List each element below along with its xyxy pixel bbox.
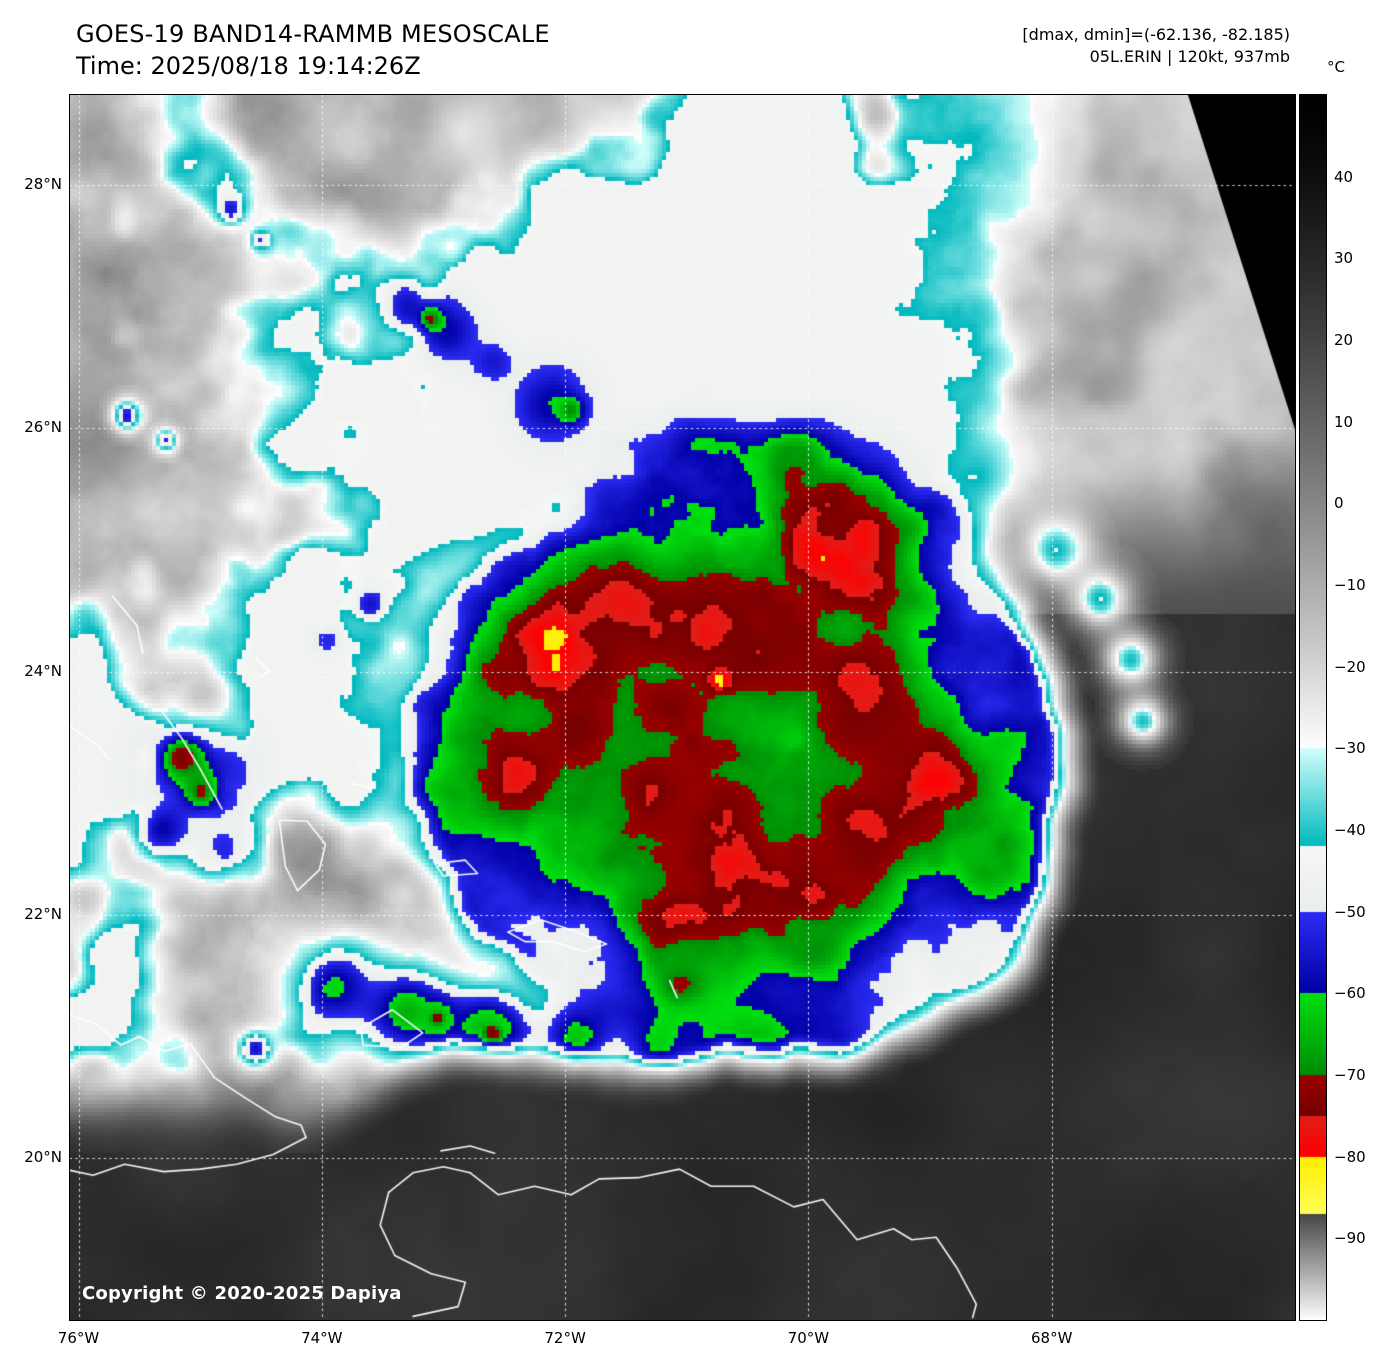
colorbar-tick-label: −50: [1334, 902, 1366, 921]
colorbar-frame: [1299, 94, 1327, 1321]
timestamp: Time: 2025/08/18 19:14:26Z: [76, 52, 421, 80]
colorbar-tick-label: −70: [1334, 1066, 1366, 1084]
product-title: GOES-19 BAND14-RAMMB MESOSCALE: [76, 20, 550, 48]
lat-tick-label: 28°N: [24, 175, 62, 194]
lon-tick-label: 72°W: [544, 1329, 586, 1347]
colorbar-tick-label: −20: [1334, 657, 1366, 676]
colorbar-tick-label: 20: [1334, 331, 1354, 349]
dmax-dmin-readout: [dmax, dmin]=(-62.136, -82.185): [1022, 25, 1290, 44]
colorbar-tick-label: −60: [1334, 984, 1366, 1003]
colorbar-tick-label: −30: [1334, 739, 1366, 758]
header-right: [dmax, dmin]=(-62.136, -82.185) 05L.ERIN…: [1022, 24, 1290, 68]
lat-tick-label: 22°N: [24, 905, 62, 924]
copyright-watermark: Copyright © 2020-2025 Dapiya: [82, 1283, 402, 1304]
lon-tick-label: 76°W: [57, 1329, 100, 1347]
colorbar-tick-label: 30: [1334, 249, 1354, 268]
temperature-colorbar: [1300, 95, 1326, 1320]
colorbar-tick-label: 40: [1334, 167, 1354, 186]
colorbar-unit-label: °C: [1327, 58, 1345, 76]
colorbar-tick-label: −90: [1334, 1229, 1366, 1248]
lon-tick-label: 74°W: [301, 1329, 343, 1347]
storm-info: 05L.ERIN | 120kt, 937mb: [1089, 47, 1290, 66]
lat-tick-label: 20°N: [24, 1148, 62, 1167]
colorbar-tick-label: 10: [1334, 412, 1354, 431]
satellite-ir-image: [70, 95, 1295, 1320]
lat-tick-label: 24°N: [24, 661, 62, 680]
satellite-map-frame: Copyright © 2020-2025 Dapiya: [69, 94, 1296, 1321]
colorbar-tick-label: 0: [1334, 494, 1344, 513]
lon-tick-label: 68°W: [1030, 1329, 1073, 1347]
colorbar-tick-label: −10: [1334, 576, 1366, 594]
colorbar-tick-label: −80: [1334, 1147, 1366, 1166]
lon-tick-label: 70°W: [787, 1329, 830, 1347]
colorbar-tick-label: −40: [1334, 821, 1366, 839]
lat-tick-label: 26°N: [24, 418, 62, 437]
